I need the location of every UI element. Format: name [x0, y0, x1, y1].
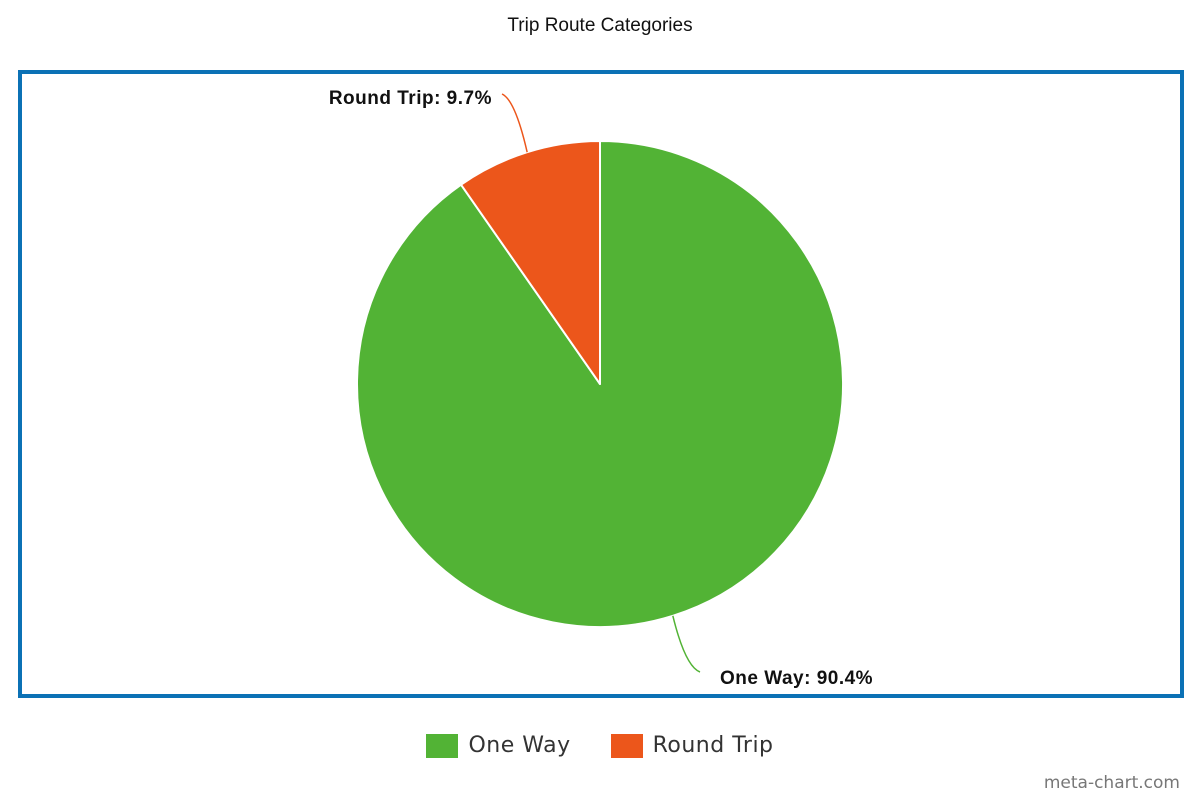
legend-item-one-way[interactable]: One Way: [426, 733, 570, 758]
leader-line-one-way: [672, 615, 701, 673]
legend-label-one-way: One Way: [468, 733, 571, 758]
plot-frame: [18, 70, 1184, 698]
legend-swatch-round-trip: [610, 733, 643, 758]
chart-title: Trip Route Categories: [507, 15, 693, 36]
legend-swatch-one-way: [426, 733, 459, 758]
legend: One Way Round Trip: [0, 733, 1200, 758]
legend-item-round-trip[interactable]: Round Trip: [610, 733, 774, 758]
legend-label-round-trip: Round Trip: [652, 733, 774, 758]
credit-text: meta-chart.com: [1043, 773, 1180, 793]
slice-label-round-trip: Round Trip: 9.7%: [329, 88, 492, 109]
leader-line-round-trip: [501, 93, 528, 153]
slice-label-one-way: One Way: 90.4%: [720, 668, 873, 689]
